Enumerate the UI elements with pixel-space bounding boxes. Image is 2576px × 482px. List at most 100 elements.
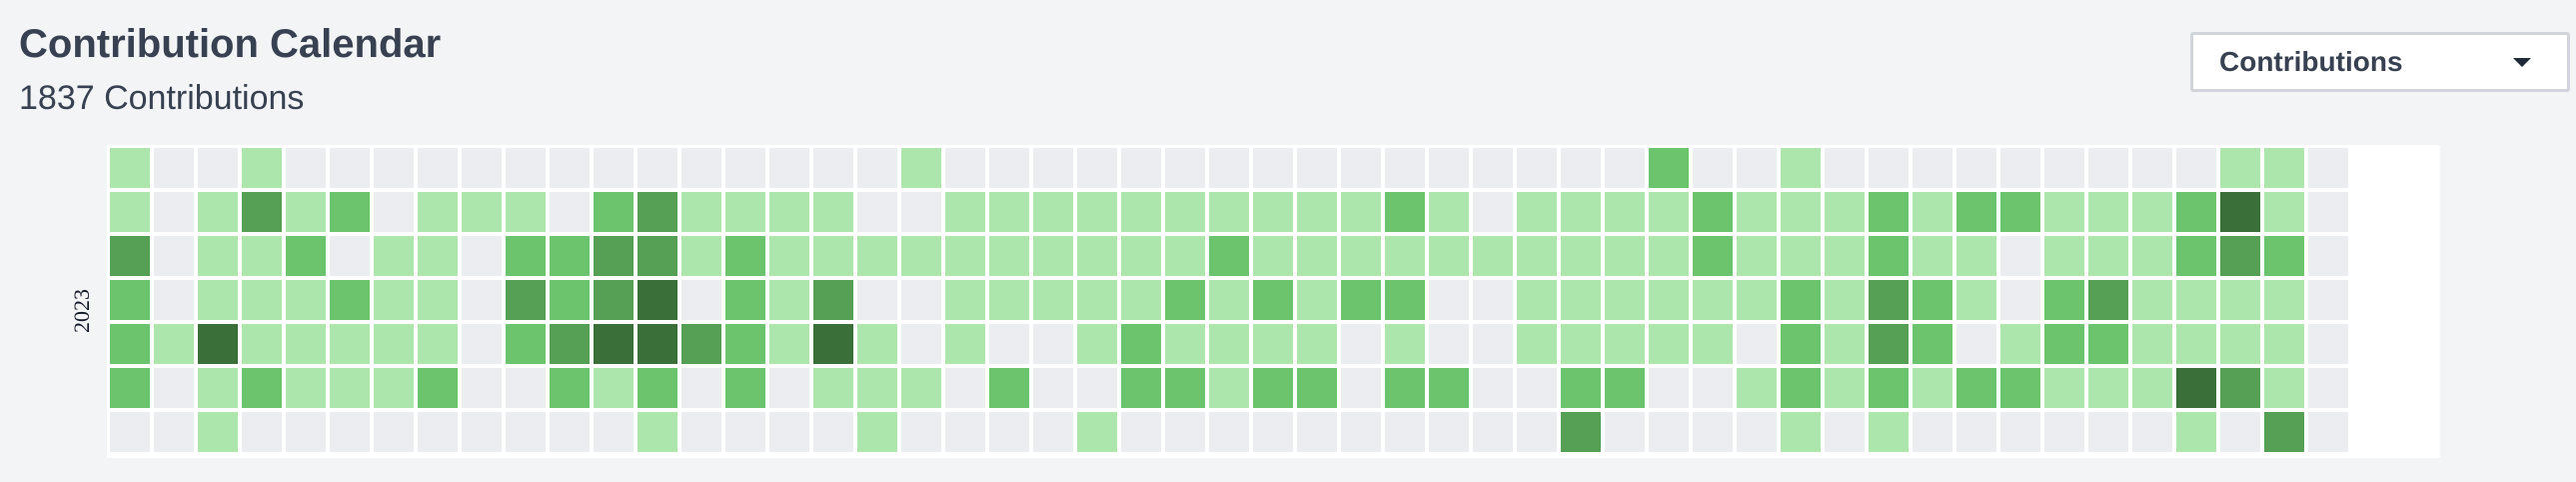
day-cell[interactable]	[1297, 236, 1337, 276]
day-cell[interactable]	[154, 368, 194, 408]
day-cell[interactable]	[2000, 324, 2040, 364]
day-cell[interactable]	[1561, 280, 1601, 320]
day-cell[interactable]	[1429, 148, 1469, 188]
day-cell[interactable]	[1825, 192, 1865, 232]
day-cell[interactable]	[1781, 368, 1821, 408]
day-cell[interactable]	[725, 148, 765, 188]
day-cell[interactable]	[813, 148, 853, 188]
day-cell[interactable]	[1341, 412, 1381, 452]
day-cell[interactable]	[2220, 280, 2260, 320]
day-cell[interactable]	[1033, 236, 1073, 276]
day-cell[interactable]	[945, 280, 985, 320]
day-cell[interactable]	[638, 192, 677, 232]
day-cell[interactable]	[1121, 236, 1161, 276]
day-cell[interactable]	[1297, 148, 1337, 188]
day-cell[interactable]	[2176, 192, 2216, 232]
day-cell[interactable]	[1517, 236, 1557, 276]
day-cell[interactable]	[1561, 236, 1601, 276]
day-cell[interactable]	[1077, 148, 1117, 188]
day-cell[interactable]	[1693, 324, 1733, 364]
day-cell[interactable]	[1209, 148, 1249, 188]
day-cell[interactable]	[374, 192, 414, 232]
day-cell[interactable]	[1605, 192, 1645, 232]
day-cell[interactable]	[1385, 368, 1425, 408]
day-cell[interactable]	[1649, 324, 1689, 364]
day-cell[interactable]	[2000, 236, 2040, 276]
day-cell[interactable]	[1693, 148, 1733, 188]
day-cell[interactable]	[1649, 280, 1689, 320]
day-cell[interactable]	[2220, 412, 2260, 452]
day-cell[interactable]	[638, 412, 677, 452]
day-cell[interactable]	[2044, 324, 2084, 364]
day-cell[interactable]	[2132, 412, 2172, 452]
day-cell[interactable]	[681, 280, 721, 320]
day-cell[interactable]	[1165, 192, 1205, 232]
day-cell[interactable]	[462, 280, 502, 320]
day-cell[interactable]	[857, 368, 897, 408]
day-cell[interactable]	[242, 368, 282, 408]
day-cell[interactable]	[1737, 148, 1777, 188]
day-cell[interactable]	[1209, 368, 1249, 408]
day-cell[interactable]	[374, 324, 414, 364]
day-cell[interactable]	[1429, 192, 1469, 232]
day-cell[interactable]	[725, 412, 765, 452]
day-cell[interactable]	[286, 148, 326, 188]
day-cell[interactable]	[769, 324, 809, 364]
day-cell[interactable]	[2308, 324, 2348, 364]
day-cell[interactable]	[242, 236, 282, 276]
day-cell[interactable]	[1517, 368, 1557, 408]
day-cell[interactable]	[1121, 412, 1161, 452]
day-cell[interactable]	[725, 324, 765, 364]
day-cell[interactable]	[1913, 192, 1952, 232]
day-cell[interactable]	[813, 368, 853, 408]
day-cell[interactable]	[1033, 280, 1073, 320]
day-cell[interactable]	[1869, 412, 1909, 452]
day-cell[interactable]	[1781, 412, 1821, 452]
day-cell[interactable]	[638, 280, 677, 320]
day-cell[interactable]	[1561, 192, 1601, 232]
day-cell[interactable]	[1517, 412, 1557, 452]
day-cell[interactable]	[1649, 148, 1689, 188]
day-cell[interactable]	[989, 280, 1029, 320]
day-cell[interactable]	[550, 412, 590, 452]
day-cell[interactable]	[1869, 324, 1909, 364]
day-cell[interactable]	[286, 236, 326, 276]
day-cell[interactable]	[857, 148, 897, 188]
day-cell[interactable]	[418, 324, 458, 364]
day-cell[interactable]	[901, 236, 941, 276]
day-cell[interactable]	[110, 324, 150, 364]
day-cell[interactable]	[198, 192, 238, 232]
day-cell[interactable]	[1121, 324, 1161, 364]
day-cell[interactable]	[594, 280, 634, 320]
day-cell[interactable]	[1385, 148, 1425, 188]
day-cell[interactable]	[857, 412, 897, 452]
day-cell[interactable]	[2000, 148, 2040, 188]
day-cell[interactable]	[725, 236, 765, 276]
day-cell[interactable]	[1033, 412, 1073, 452]
day-cell[interactable]	[638, 148, 677, 188]
day-cell[interactable]	[594, 368, 634, 408]
day-cell[interactable]	[1737, 192, 1777, 232]
day-cell[interactable]	[110, 412, 150, 452]
day-cell[interactable]	[1385, 236, 1425, 276]
day-cell[interactable]	[1209, 236, 1249, 276]
day-cell[interactable]	[725, 280, 765, 320]
day-cell[interactable]	[506, 412, 546, 452]
day-cell[interactable]	[1297, 368, 1337, 408]
day-cell[interactable]	[1033, 368, 1073, 408]
day-cell[interactable]	[1605, 236, 1645, 276]
day-cell[interactable]	[2132, 324, 2172, 364]
day-cell[interactable]	[681, 148, 721, 188]
day-cell[interactable]	[1913, 148, 1952, 188]
day-cell[interactable]	[2000, 368, 2040, 408]
day-cell[interactable]	[2264, 148, 2304, 188]
day-cell[interactable]	[462, 148, 502, 188]
day-cell[interactable]	[769, 412, 809, 452]
day-cell[interactable]	[1253, 280, 1293, 320]
day-cell[interactable]	[2176, 236, 2216, 276]
day-cell[interactable]	[1913, 236, 1952, 276]
day-cell[interactable]	[1649, 236, 1689, 276]
day-cell[interactable]	[418, 148, 458, 188]
day-cell[interactable]	[1253, 148, 1293, 188]
day-cell[interactable]	[330, 324, 370, 364]
